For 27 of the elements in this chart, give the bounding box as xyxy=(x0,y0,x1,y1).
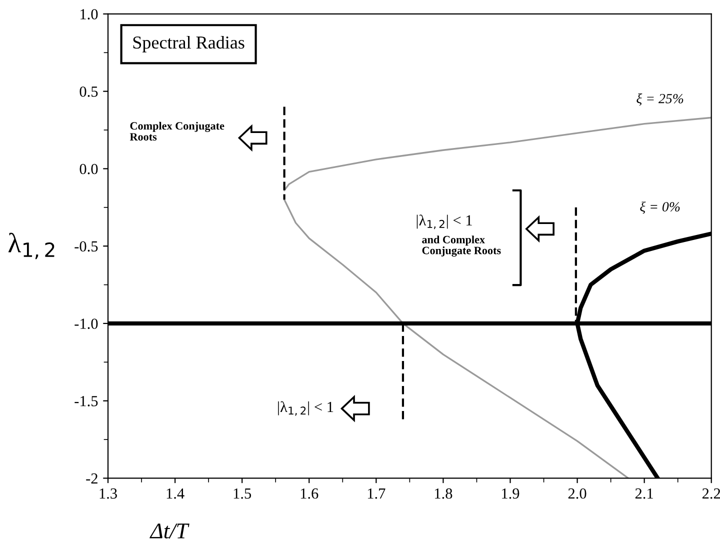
y-tick-label: -1.0 xyxy=(74,318,98,329)
annotation: ξ = 0% xyxy=(640,202,680,214)
x-tick-label: 1.6 xyxy=(300,488,318,499)
y-tick-label: -1.5 xyxy=(74,396,98,406)
annotation: and Complex Conjugate Roots xyxy=(422,236,501,257)
x-tick-label: 1.9 xyxy=(502,488,520,499)
x-tick-label: 1.3 xyxy=(100,488,117,499)
x-tick-label: 1.8 xyxy=(434,488,452,499)
annotation: |λ$_{1,2}$| < 1 xyxy=(416,214,472,230)
y-tick-label: 1.0 xyxy=(80,9,98,20)
line-series xyxy=(283,116,712,192)
annotation: |λ$_{1,2}$| < 1 xyxy=(278,401,334,416)
x-tick-label: 1.7 xyxy=(368,488,386,499)
x-axis-title: Δt/T xyxy=(150,524,190,538)
y-axis-title: λ$_{1,2}$ xyxy=(8,232,54,260)
annotation: ξ = 25% xyxy=(636,93,684,106)
y-tick-label: -0.5 xyxy=(74,241,98,252)
x-tick-label: 2.0 xyxy=(568,488,586,499)
x-tick-label: 2.1 xyxy=(635,488,653,499)
x-tick-label: 2.2 xyxy=(702,488,720,499)
y-tick-label: 0.0 xyxy=(80,164,98,174)
x-tick-label: 1.5 xyxy=(234,488,252,499)
y-tick-label: 0.5 xyxy=(80,86,98,97)
y-tick-label: -2 xyxy=(86,473,98,484)
annotation: Complex Conjugate Roots xyxy=(130,122,224,141)
text: Spectral Radias xyxy=(133,36,244,52)
x-tick-label: 1.4 xyxy=(166,488,184,499)
